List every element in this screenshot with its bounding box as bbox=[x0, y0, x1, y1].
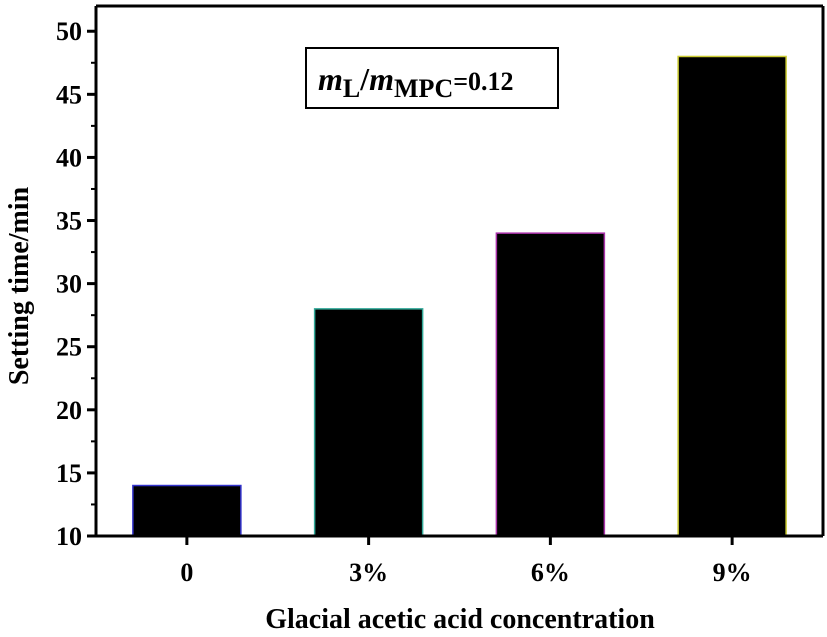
bar-3 bbox=[495, 232, 606, 537]
bar-1 bbox=[132, 484, 242, 537]
y-tick-label: 10 bbox=[56, 522, 82, 551]
x-tick-label: 3% bbox=[349, 558, 388, 587]
y-ticks: 10 15 20 25 30 35 40 45 50 bbox=[56, 17, 96, 551]
annotation-m1: m bbox=[318, 61, 343, 97]
y-tick-label: 30 bbox=[56, 270, 82, 299]
y-tick-label: 40 bbox=[56, 143, 82, 172]
x-ticks: 0 3% 6% 9% bbox=[180, 536, 752, 587]
x-tick-label: 0 bbox=[180, 558, 193, 587]
y-tick-label: 20 bbox=[56, 396, 82, 425]
x-tick-label: 6% bbox=[531, 558, 570, 587]
bar-2 bbox=[313, 308, 424, 537]
y-tick-label: 35 bbox=[56, 207, 82, 236]
y-tick-label: 25 bbox=[56, 333, 82, 362]
annotation-frame bbox=[305, 47, 559, 109]
annotation-sub1: L bbox=[343, 74, 360, 103]
x-axis-title: Glacial acetic acid concentration bbox=[265, 604, 655, 635]
plot-frame bbox=[94, 4, 825, 538]
annotation-label: mL/mMPC=0.12 bbox=[318, 61, 514, 103]
y-tick-label: 45 bbox=[56, 80, 82, 109]
annotation-eq: =0.12 bbox=[453, 67, 513, 96]
annotation-slash: / bbox=[359, 61, 370, 97]
y-axis-title: Setting time/min bbox=[4, 186, 35, 385]
y-tick-label: 15 bbox=[56, 459, 82, 488]
annotation-sub2: MPC bbox=[394, 74, 453, 103]
y-tick-label: 50 bbox=[56, 17, 82, 46]
annotation-m2: m bbox=[369, 61, 394, 97]
bar-group bbox=[132, 55, 787, 537]
x-tick-label: 9% bbox=[713, 558, 752, 587]
bar-4 bbox=[677, 55, 787, 537]
annotation-box: mL/mMPC=0.12 bbox=[305, 47, 559, 109]
